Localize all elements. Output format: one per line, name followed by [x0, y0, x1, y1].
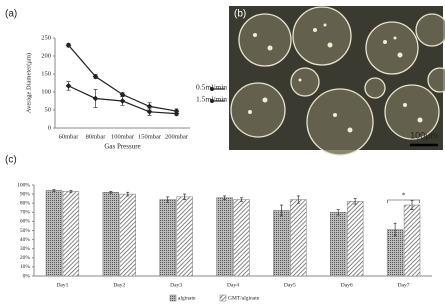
- y-tick-label: 0: [48, 124, 51, 131]
- bar: [233, 199, 250, 277]
- marker: [119, 91, 126, 98]
- x-tick-label: 150mbar: [138, 133, 162, 140]
- micrograph: [229, 6, 445, 156]
- panel-label: (a): [5, 9, 17, 20]
- y-tick-label: 20%: [20, 255, 31, 261]
- marker: [173, 110, 180, 117]
- y-tick-label: 100: [41, 88, 51, 95]
- annotation: *: [402, 192, 406, 200]
- error-bar: [126, 191, 130, 197]
- x-tick-label: Day4: [227, 282, 239, 288]
- error-bar: [410, 200, 414, 210]
- y-tick-label: 30%: [20, 246, 31, 252]
- error-bar: [353, 198, 357, 205]
- x-tick-label: Day3: [170, 282, 182, 288]
- bar: [273, 210, 290, 277]
- bar: [346, 201, 364, 277]
- error-bar: [239, 197, 243, 202]
- x-tick-label: Day7: [398, 282, 410, 288]
- error-bar: [223, 195, 227, 200]
- legend-swatch: [169, 294, 177, 302]
- x-axis-label: Gas Pressure: [104, 143, 140, 151]
- x-tick-label: 100mbar: [111, 133, 135, 140]
- y-tick-label: 200: [41, 52, 51, 59]
- x-tick-label: 200mbar: [165, 133, 189, 140]
- bar: [119, 193, 136, 277]
- error-bar: [109, 191, 113, 194]
- error-bar: [52, 189, 56, 192]
- y-tick-label: 50%: [20, 228, 31, 234]
- legend-marker: [210, 99, 214, 103]
- y-tick-label: 100%: [17, 182, 30, 188]
- marker: [146, 108, 153, 115]
- error-bar: [296, 195, 300, 204]
- y-tick-label: 80%: [20, 200, 31, 206]
- scale-bar-label: 100μm: [410, 130, 438, 140]
- bar: [176, 196, 193, 277]
- y-tick-label: 250: [41, 34, 51, 41]
- x-tick-label: 60mbar: [59, 133, 80, 140]
- bar: [290, 199, 307, 277]
- x-tick-label: Day2: [113, 282, 125, 288]
- legend-marker: [210, 87, 214, 91]
- marker: [146, 103, 153, 110]
- bar: [386, 229, 404, 277]
- error-bar: [69, 190, 73, 193]
- x-tick-label: Day5: [284, 282, 296, 288]
- y-tick-label: 90%: [20, 191, 31, 197]
- y-tick-label: 40%: [20, 237, 31, 243]
- error-bar: [336, 209, 340, 216]
- y-axis-label: Average Diameter(μm): [25, 53, 32, 113]
- error-bar: [279, 204, 283, 217]
- bar: [330, 212, 347, 277]
- y-tick-label: 150: [41, 70, 51, 77]
- y-tick-label: 60%: [20, 219, 31, 225]
- marker: [92, 73, 99, 80]
- error-bar: [183, 193, 187, 200]
- x-tick-label: Day6: [341, 282, 353, 288]
- y-tick-label: 10%: [20, 264, 31, 270]
- y-tick-label: 70%: [20, 210, 31, 216]
- error-bar: [393, 222, 397, 237]
- bar: [159, 199, 176, 277]
- error-bar: [166, 196, 170, 203]
- bar: [216, 197, 233, 277]
- bar: [62, 191, 80, 277]
- marker: [92, 95, 99, 102]
- y-tick-label: 50: [45, 106, 52, 113]
- bar: [403, 204, 421, 277]
- annotation-bracket: [387, 199, 420, 203]
- x-tick-label: 80mbar: [86, 133, 107, 140]
- legend-label: alginate: [178, 295, 196, 301]
- panel-label: (b): [234, 9, 246, 20]
- bar: [45, 190, 63, 277]
- x-tick-label: Day1: [56, 282, 68, 288]
- legend-label: GMT/alginate: [228, 295, 260, 301]
- marker: [119, 98, 126, 104]
- marker: [65, 83, 72, 89]
- legend-swatch: [219, 294, 227, 302]
- panel-label: (c): [5, 155, 17, 166]
- bar: [102, 192, 120, 277]
- y-tick-label: 0%: [23, 273, 31, 279]
